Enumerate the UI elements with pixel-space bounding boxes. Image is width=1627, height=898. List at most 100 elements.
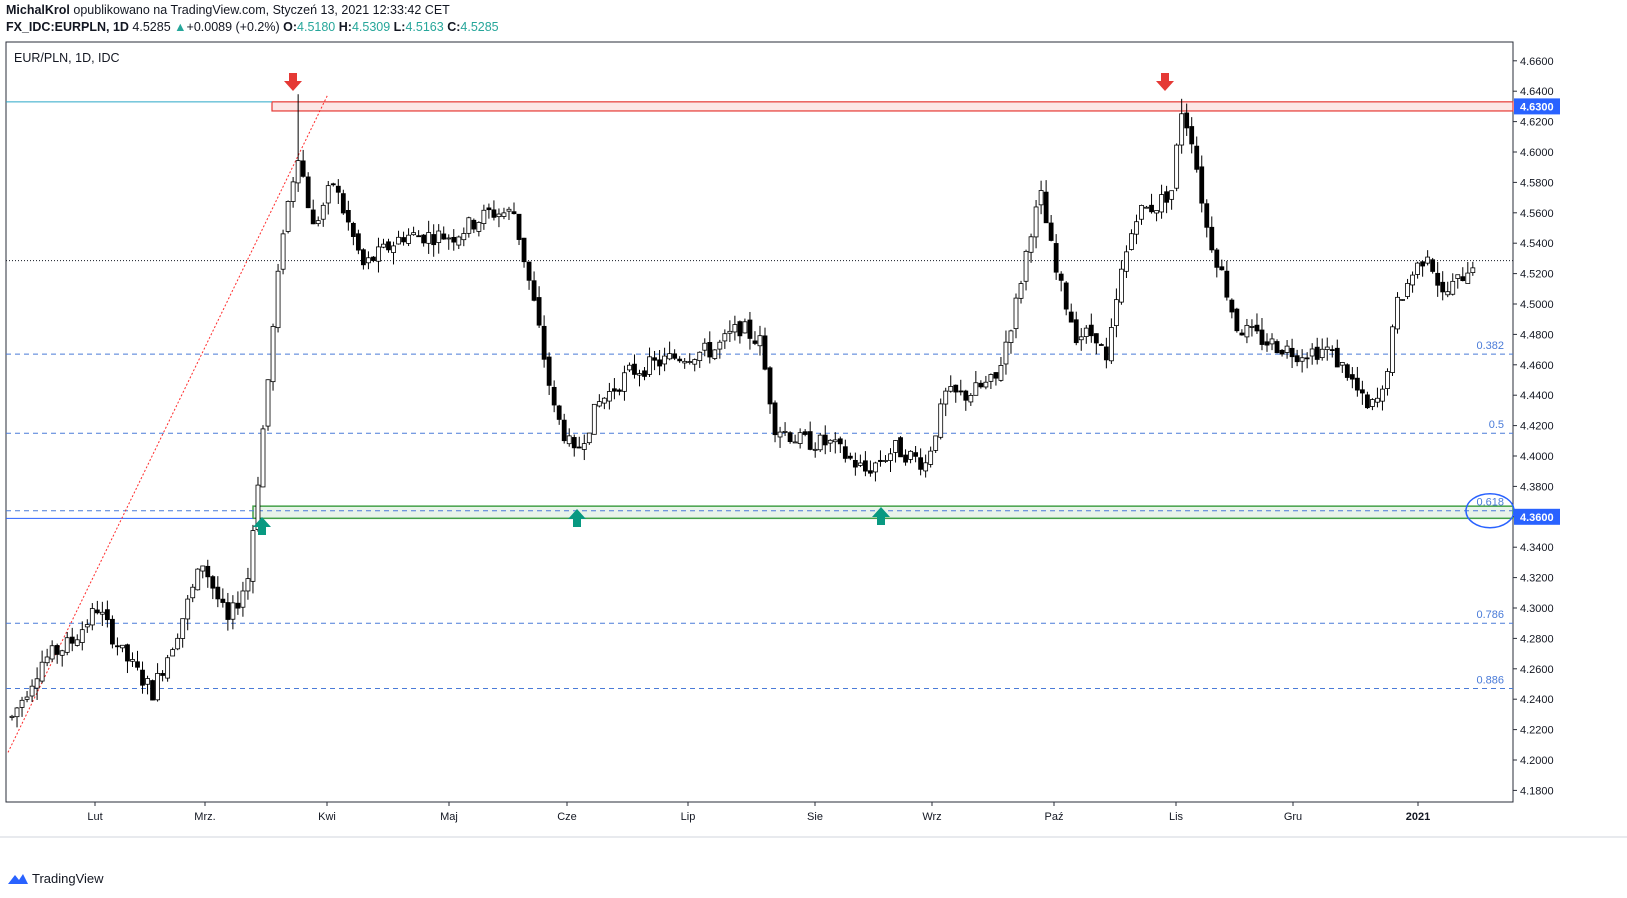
candle-body <box>612 388 617 392</box>
author-name: MichalKrol <box>6 3 70 17</box>
candle-body <box>1209 226 1215 251</box>
price-change: +0.0089 (+0.2%) <box>186 20 280 34</box>
candle-body <box>787 432 793 442</box>
candle-body <box>948 386 954 392</box>
candle-body <box>1264 341 1270 346</box>
candle-body <box>1440 281 1446 293</box>
candle-body <box>1430 259 1436 272</box>
candle-body <box>225 602 231 620</box>
x-tick-label: Lut <box>87 811 102 823</box>
candle-body <box>998 365 1004 381</box>
candle-body <box>255 484 261 531</box>
candle-body <box>928 450 934 465</box>
candle-body <box>1219 266 1225 271</box>
candle-body <box>386 241 391 251</box>
candle-body <box>857 462 863 466</box>
chart-title: EUR/PLN, 1D, IDC <box>14 51 120 65</box>
candle-body <box>49 645 55 660</box>
low-value: 4.5163 <box>405 20 444 34</box>
candle-body <box>1274 341 1280 354</box>
candle-body <box>546 356 552 386</box>
footer-brand[interactable]: TradingView <box>8 871 104 886</box>
open-label: O: <box>283 20 298 34</box>
candle-body <box>772 402 778 436</box>
candle-body <box>461 233 467 241</box>
support-price-marker <box>1514 508 1560 525</box>
candle-body <box>762 335 768 370</box>
candle-body <box>938 403 944 438</box>
candle-body <box>1214 249 1220 268</box>
candle-body <box>511 211 517 215</box>
candle-body <box>1334 347 1340 368</box>
candle-body <box>978 382 984 388</box>
y-tick-label: 4.2200 <box>1520 725 1554 737</box>
candle-body <box>1083 327 1089 337</box>
candle-body <box>606 391 612 402</box>
candle-body <box>1023 250 1029 282</box>
candle-body <box>170 649 176 657</box>
candle-body <box>115 645 120 648</box>
candle-body <box>220 598 226 603</box>
candle-body <box>125 644 130 662</box>
candle-body <box>1385 371 1390 389</box>
candle-body <box>391 245 396 253</box>
y-tick-label: 4.2000 <box>1520 755 1554 767</box>
candle-body <box>39 661 45 682</box>
candle-body <box>366 257 371 264</box>
symbol-info: FX_IDC:EURPLN, 1D 4.5285 ▲+0.0089 (+0.2%… <box>6 20 499 34</box>
candle-body <box>74 639 80 646</box>
candle-body <box>1234 308 1240 332</box>
y-tick-label: 4.6000 <box>1520 147 1554 159</box>
candle-body <box>135 661 140 668</box>
candle-body <box>24 696 30 700</box>
x-tick-label: Lip <box>681 811 696 823</box>
candle-body <box>175 637 181 650</box>
support-touch-arrow-icon <box>568 509 586 527</box>
y-tick-label: 4.5200 <box>1520 269 1554 281</box>
candle-body <box>270 326 276 383</box>
candle-body <box>993 372 999 379</box>
candle-body <box>1304 357 1310 360</box>
candle-body <box>622 372 627 392</box>
open-value: 4.5180 <box>297 20 336 34</box>
candle-body <box>1259 329 1265 345</box>
publication-info: MichalKrol opublikowano na TradingView.c… <box>6 3 450 17</box>
y-tick-label: 4.5600 <box>1520 208 1554 220</box>
candle-body <box>1164 191 1169 203</box>
candle-body <box>707 342 713 358</box>
candle-body <box>416 235 422 238</box>
resistance-zone[interactable] <box>271 101 1514 112</box>
candle-body <box>1108 327 1114 362</box>
candle-body <box>476 222 482 232</box>
candle-body <box>627 364 632 371</box>
candle-body <box>652 357 657 361</box>
candle-body <box>812 448 818 451</box>
candle-body <box>1314 346 1320 360</box>
candle-body <box>832 439 838 443</box>
candle-body <box>506 208 512 212</box>
candle-body <box>94 609 100 614</box>
y-tick-label: 4.2600 <box>1520 664 1554 676</box>
trend-line[interactable] <box>7 94 329 753</box>
candle-body <box>1179 113 1185 146</box>
candle-body <box>516 213 522 240</box>
candle-body <box>586 432 592 444</box>
y-tick-label: 4.5400 <box>1520 238 1554 250</box>
candle-body <box>933 435 939 451</box>
candle-body <box>742 321 748 334</box>
x-tick-label: 2021 <box>1406 811 1430 823</box>
candle-body <box>1114 299 1119 326</box>
candle-body <box>340 193 346 214</box>
fib-level-label: 0.618 <box>1476 497 1504 509</box>
candle-body <box>421 234 427 244</box>
candle-body <box>1149 204 1154 213</box>
candle-body <box>1299 357 1305 362</box>
candle-body <box>215 586 221 600</box>
candle-body <box>983 381 989 388</box>
y-tick-label: 4.4000 <box>1520 451 1554 463</box>
candle-body <box>868 470 873 474</box>
y-tick-label: 4.4600 <box>1520 360 1554 372</box>
candle-body <box>601 397 607 404</box>
candle-body <box>752 340 758 344</box>
